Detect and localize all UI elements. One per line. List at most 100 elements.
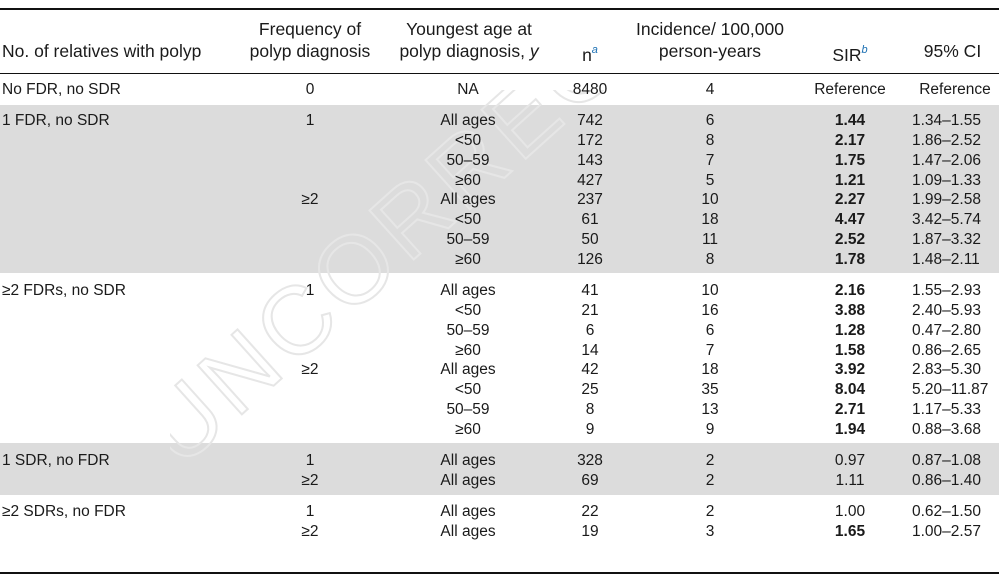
header-label: No. of relatives with polyp: [2, 41, 202, 61]
row-incidence: 18: [701, 211, 719, 228]
row-frequency: ≥2: [301, 191, 319, 208]
row-sir: 1.75: [834, 152, 866, 169]
row-incidence: 10: [701, 282, 719, 299]
row-n: 742: [577, 112, 603, 129]
row-n: 143: [577, 152, 603, 169]
row-sir: 3.88: [834, 302, 866, 319]
row-sir: 8.04: [834, 381, 866, 398]
row-incidence: 2: [705, 452, 715, 469]
row-n: 14: [581, 342, 599, 359]
row-ci: Reference: [919, 81, 991, 98]
row-incidence: 2: [705, 503, 715, 520]
row-age: <50: [454, 211, 482, 228]
row-sir: 1.11: [835, 472, 865, 489]
row-sir: 1.94: [834, 421, 866, 438]
row-sir: 1.44: [834, 112, 866, 129]
header-incidence: Incidence/ 100,000 person-years: [620, 18, 800, 62]
row-ci: 0.88–3.68: [912, 421, 981, 438]
row-ci: 1.34–1.55: [912, 112, 981, 129]
row-label: ≥2 FDRs, no SDR: [2, 282, 126, 299]
row-incidence: 4: [705, 81, 715, 98]
row-sir: 3.92: [834, 361, 866, 378]
row-age: 50–59: [446, 152, 490, 169]
row-n: 8: [585, 401, 595, 418]
row-incidence: 7: [705, 342, 715, 359]
row-label: No FDR, no SDR: [2, 81, 121, 98]
row-ci: 1.99–2.58: [912, 191, 981, 208]
row-ci: 0.87–1.08: [912, 452, 981, 469]
row-frequency: ≥2: [301, 361, 319, 378]
row-age: NA: [457, 81, 479, 98]
row-incidence: 35: [701, 381, 719, 398]
row-incidence: 6: [705, 112, 715, 129]
row-sir: 1.58: [834, 342, 866, 359]
row-ci: 1.47–2.06: [912, 152, 981, 169]
row-age: <50: [454, 302, 482, 319]
header-incidence-line2: person-years: [658, 41, 762, 61]
row-age: 50–59: [446, 231, 490, 248]
row-frequency: 1: [305, 282, 315, 299]
row-ci: 0.86–1.40: [912, 472, 981, 489]
header-sir-text: SIR: [832, 44, 862, 65]
row-sir: 2.27: [834, 191, 866, 208]
row-age: All ages: [440, 503, 496, 520]
row-n: 22: [581, 503, 599, 520]
table-bottom-rule: [0, 572, 999, 574]
row-age: ≥60: [455, 342, 481, 359]
group-1-fdr-no-sdr: [0, 105, 999, 273]
row-incidence: 8: [705, 132, 715, 149]
row-frequency: 0: [305, 81, 315, 98]
row-age: All ages: [440, 361, 496, 378]
row-age: ≥60: [455, 251, 481, 268]
row-n: 19: [581, 523, 599, 540]
row-ci: 0.62–1.50: [912, 503, 981, 520]
row-sir: 2.16: [834, 282, 866, 299]
row-sir: 1.21: [834, 172, 866, 189]
header-sir: SIRb: [805, 40, 895, 66]
row-age: All ages: [440, 523, 496, 540]
row-incidence: 9: [705, 421, 715, 438]
row-incidence: 10: [701, 191, 719, 208]
header-age-unit: y: [529, 41, 539, 61]
row-age: <50: [454, 381, 482, 398]
row-age: All ages: [440, 112, 496, 129]
row-sir: 1.28: [834, 322, 866, 339]
header-frequency-line2: polyp diagnosis: [249, 41, 371, 61]
header-incidence-line1: Incidence/ 100,000: [636, 19, 784, 39]
row-ci: 1.00–2.57: [912, 523, 981, 540]
row-n: 328: [577, 452, 603, 469]
row-incidence: 11: [701, 231, 719, 248]
row-frequency: ≥2: [301, 472, 319, 489]
row-incidence: 13: [701, 401, 719, 418]
row-age: All ages: [440, 191, 496, 208]
header-n-footnote: a: [591, 44, 598, 56]
row-n: 9: [585, 421, 595, 438]
row-n: 237: [577, 191, 603, 208]
row-n: 50: [581, 231, 599, 248]
header-youngest-age: Youngest age at polyp diagnosis, y: [384, 18, 554, 62]
row-age: All ages: [440, 282, 496, 299]
row-age: All ages: [440, 472, 496, 489]
row-incidence: 6: [705, 322, 715, 339]
header-n-text: n: [582, 44, 592, 65]
row-frequency: 1: [305, 452, 315, 469]
row-incidence: 7: [705, 152, 715, 169]
header-age-text: polyp diagnosis,: [399, 41, 525, 61]
header-n: na: [560, 40, 620, 66]
row-sir: Reference: [814, 81, 886, 98]
row-sir: 1.00: [834, 503, 866, 520]
row-age: ≥60: [455, 172, 481, 189]
row-sir: 2.17: [834, 132, 866, 149]
row-n: 172: [577, 132, 603, 149]
header-ci: 95% CI: [923, 41, 982, 61]
row-n: 6: [585, 322, 595, 339]
row-sir: 1.65: [834, 523, 866, 540]
row-n: 21: [581, 302, 599, 319]
row-n: 427: [577, 172, 603, 189]
row-ci: 1.87–3.32: [912, 231, 981, 248]
row-frequency: ≥2: [301, 523, 319, 540]
row-age: ≥60: [455, 421, 481, 438]
row-ci: 1.17–5.33: [912, 401, 981, 418]
row-incidence: 16: [701, 302, 719, 319]
row-sir: 0.97: [834, 452, 866, 469]
